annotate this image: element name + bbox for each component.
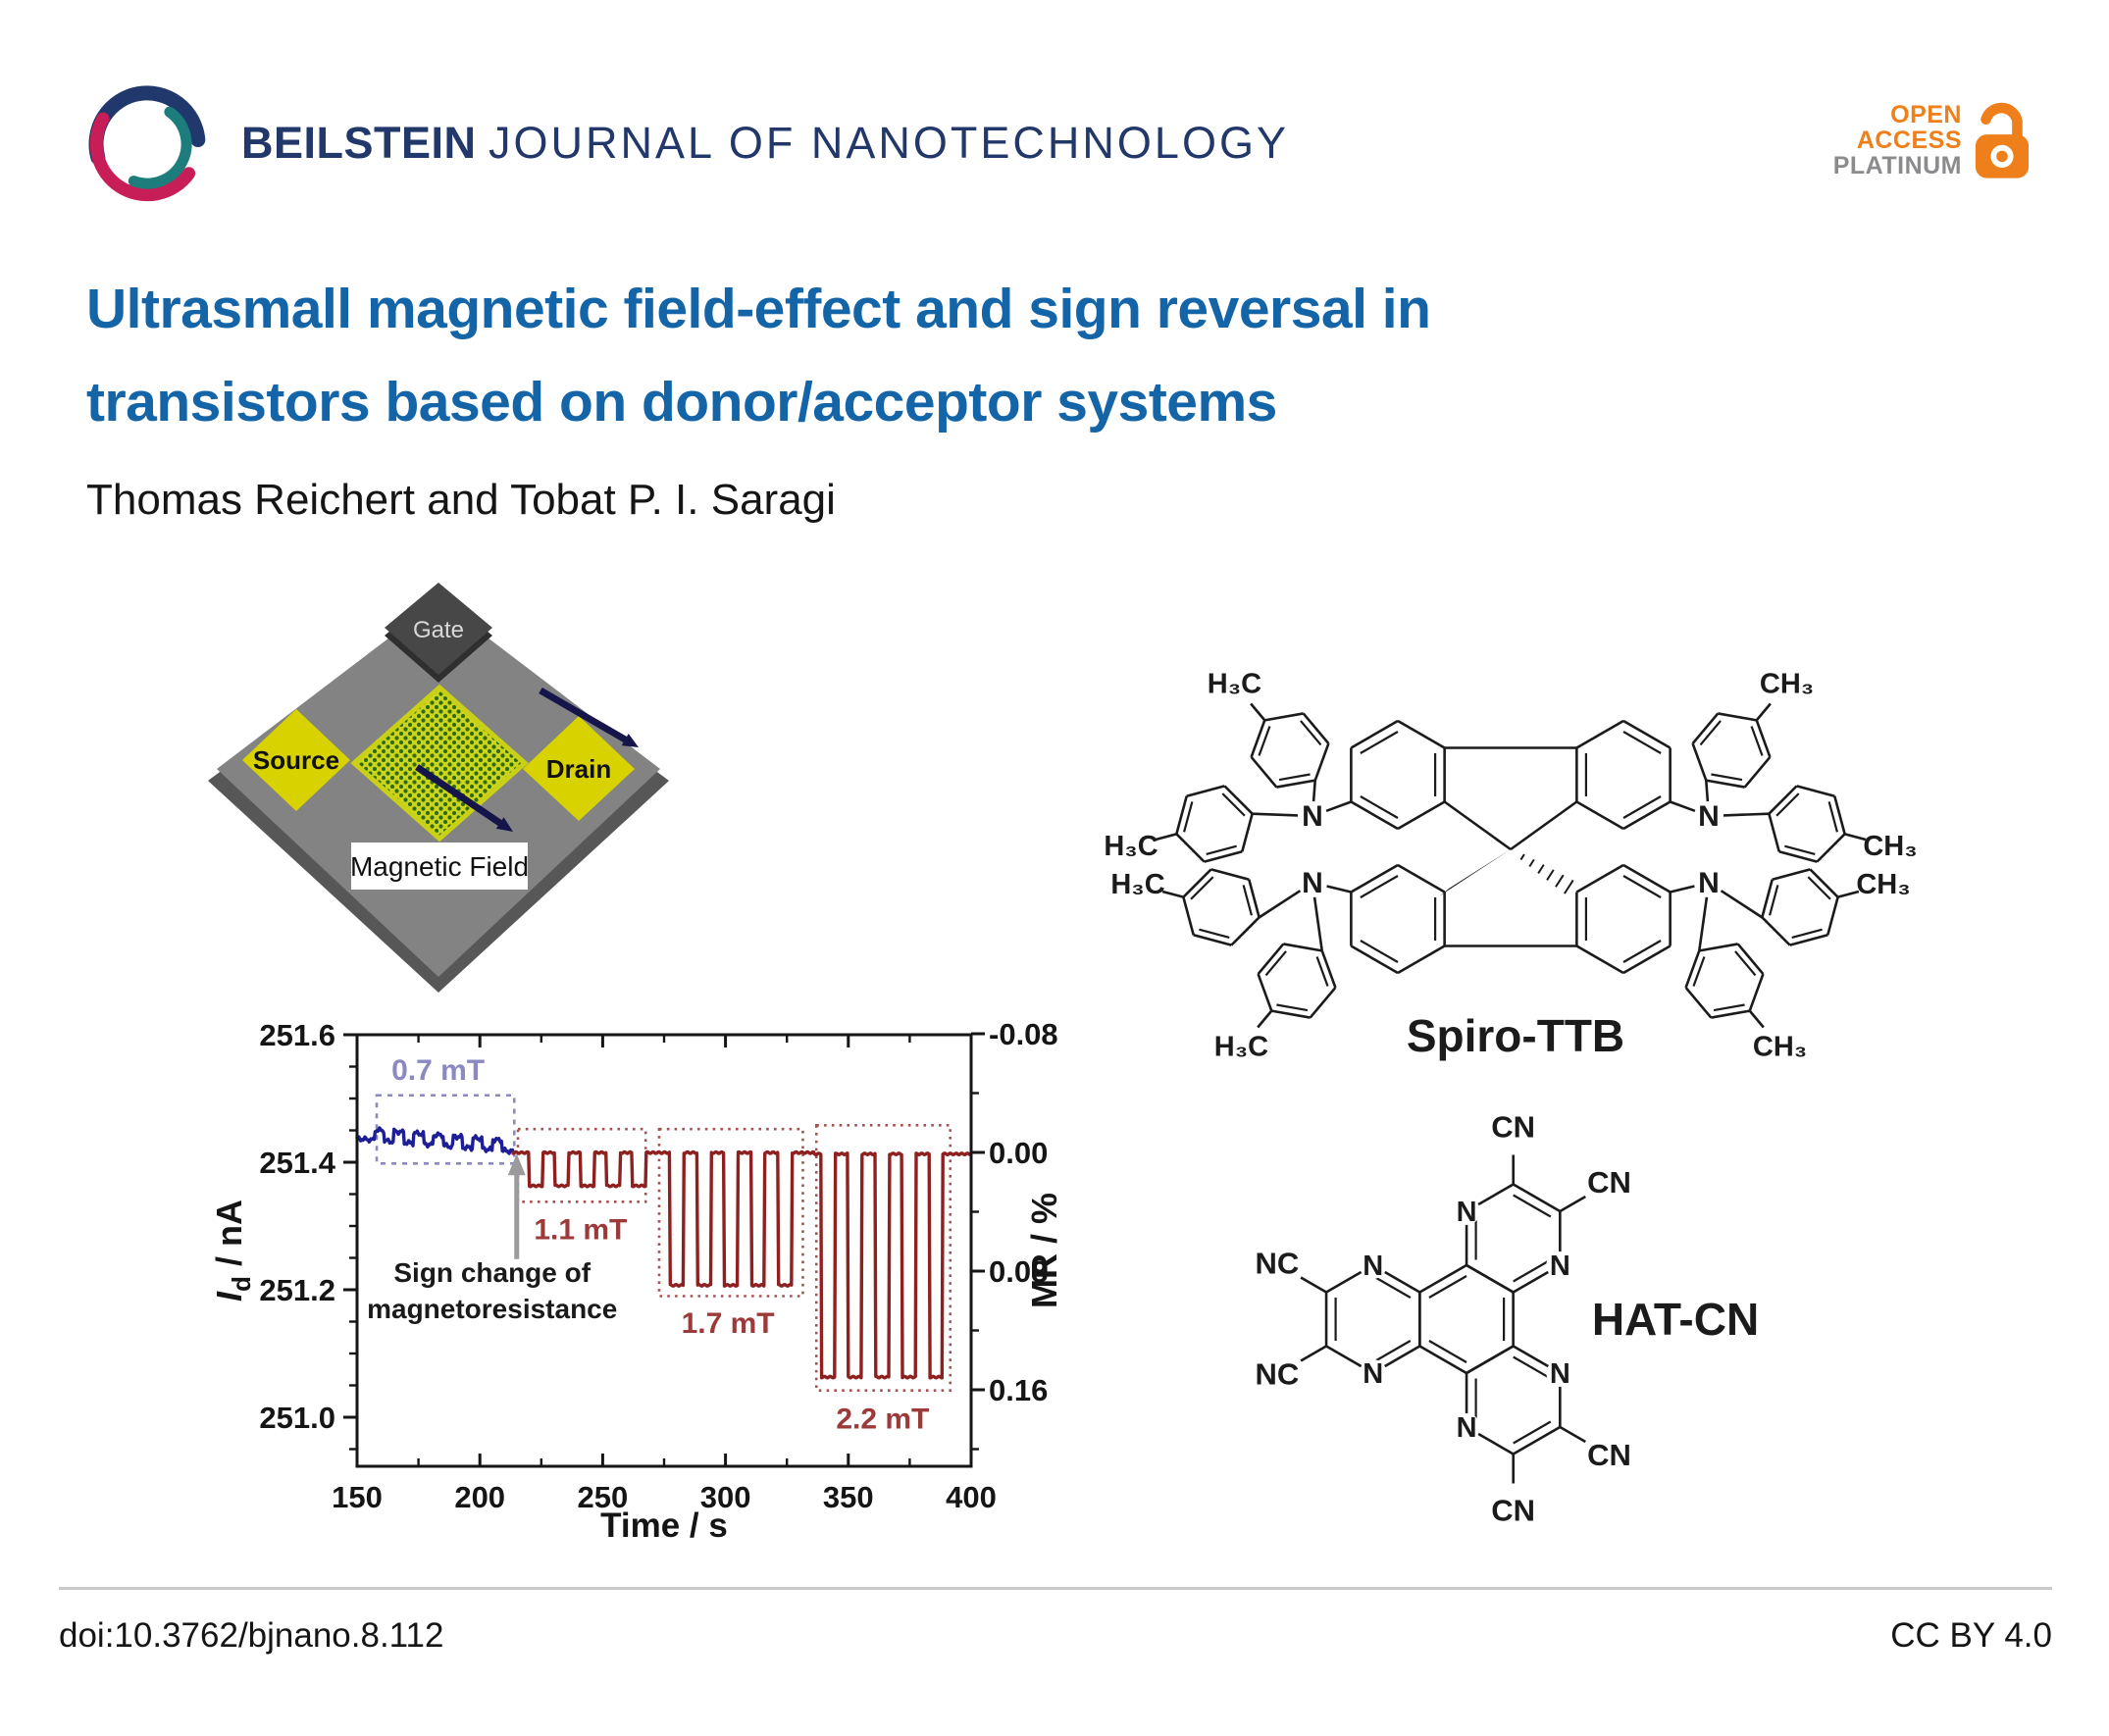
svg-text:N: N bbox=[1363, 1358, 1383, 1390]
svg-text:0.00: 0.00 bbox=[989, 1136, 1048, 1170]
svg-text:CN: CN bbox=[1587, 1165, 1631, 1200]
article-title-line1: Ultrasmall magnetic field-effect and sig… bbox=[86, 278, 1431, 340]
drain-electrode bbox=[523, 716, 635, 821]
svg-text:N: N bbox=[1457, 1197, 1477, 1228]
open-access-badge-text: OPEN ACCESS PLATINUM bbox=[1803, 102, 1962, 180]
article-title: Ultrasmall magnetic field-effect and sig… bbox=[86, 263, 1431, 449]
svg-text:150: 150 bbox=[332, 1480, 383, 1514]
svg-text:0.08: 0.08 bbox=[989, 1254, 1048, 1289]
svg-text:H₃C: H₃C bbox=[1208, 669, 1261, 700]
spiro-ttb-structure: N H₃C H₃C N CH₃ CH₃ N H₃C H₃C N CH₃ CH₃ Spiro-TTB bbox=[1104, 669, 1917, 1063]
journal-name-bold: BEILSTEIN bbox=[241, 118, 477, 168]
drain-label: Drain bbox=[546, 754, 611, 784]
svg-text:N: N bbox=[1550, 1251, 1570, 1282]
svg-text:CN: CN bbox=[1587, 1438, 1631, 1472]
svg-text:N: N bbox=[1698, 800, 1720, 833]
svg-text:400: 400 bbox=[946, 1480, 997, 1514]
journal-name: BEILSTEIN JOURNAL OF NANOTECHNOLOGY bbox=[241, 118, 1289, 169]
field-arrow-top-head bbox=[621, 734, 639, 747]
spiro-structure: N H₃C H₃C N CH₃ CH₃ N H₃C H₃C N CH₃ CH₃ Spiro-TTB bbox=[1104, 669, 1917, 1063]
device-schematic: Gate Source Drain Magnetic Field bbox=[208, 583, 669, 993]
source-electrode bbox=[242, 709, 350, 811]
footer-divider bbox=[59, 1587, 2052, 1590]
svg-text:Time / s: Time / s bbox=[600, 1506, 728, 1545]
svg-text:251.0: 251.0 bbox=[259, 1401, 335, 1435]
svg-text:NC: NC bbox=[1255, 1247, 1299, 1281]
mr-chart: 0.7 mT 1.1 mT 1.7 mT 2.2 mT 150 200 250 300 350 4… bbox=[209, 1017, 1064, 1545]
svg-text:N: N bbox=[1302, 800, 1323, 833]
svg-text:N: N bbox=[1302, 867, 1323, 899]
doi-text: doi:10.3762/bjnano.8.112 bbox=[59, 1616, 444, 1655]
svg-text:CH₃: CH₃ bbox=[1753, 1031, 1807, 1062]
badge-platinum: PLATINUM bbox=[1832, 152, 1962, 179]
svg-text:300: 300 bbox=[700, 1480, 751, 1514]
svg-text:2.2 mT: 2.2 mT bbox=[836, 1403, 929, 1435]
svg-text:200: 200 bbox=[454, 1480, 505, 1514]
svg-text:MR / %: MR / % bbox=[1024, 1193, 1064, 1308]
magnetic-field-box bbox=[351, 842, 528, 890]
svg-text:N: N bbox=[1457, 1412, 1477, 1444]
svg-text:magnetoresistance: magnetoresistance bbox=[367, 1294, 617, 1324]
svg-text:251.6: 251.6 bbox=[259, 1018, 335, 1052]
svg-text:Spiro-TTB: Spiro-TTB bbox=[1407, 1010, 1624, 1061]
source-label: Source bbox=[253, 745, 339, 775]
svg-text:CN: CN bbox=[1491, 1494, 1535, 1528]
badge-access: ACCESS bbox=[1856, 127, 1962, 154]
logo-arc-crimson bbox=[89, 112, 196, 202]
svg-text:-0.08: -0.08 bbox=[989, 1017, 1058, 1051]
svg-text:251.4: 251.4 bbox=[259, 1146, 335, 1180]
license-text: CC BY 4.0 bbox=[1890, 1616, 2052, 1655]
open-lock-icon bbox=[1975, 102, 2030, 179]
svg-text:N: N bbox=[1363, 1251, 1383, 1282]
field-arrow-bottom-head bbox=[495, 817, 513, 832]
svg-text:250: 250 bbox=[578, 1480, 629, 1514]
beilstein-logo-icon bbox=[88, 85, 206, 202]
svg-text:CN: CN bbox=[1491, 1110, 1535, 1145]
svg-text:H₃C: H₃C bbox=[1110, 869, 1164, 900]
badge-open: OPEN bbox=[1890, 101, 1962, 128]
article-title-line2: transistors based on donor/acceptor syst… bbox=[86, 371, 1277, 434]
magnetic-field-label: Magnetic Field bbox=[350, 851, 529, 882]
svg-text:CH₃: CH₃ bbox=[1863, 831, 1917, 862]
svg-text:350: 350 bbox=[823, 1480, 874, 1514]
svg-text:251.2: 251.2 bbox=[259, 1273, 335, 1307]
svg-text:1.1 mT: 1.1 mT bbox=[534, 1213, 627, 1246]
journal-name-rest: JOURNAL OF NANOTECHNOLOGY bbox=[489, 118, 1289, 168]
svg-text:HAT-CN: HAT-CN bbox=[1592, 1294, 1759, 1345]
svg-text:0.16: 0.16 bbox=[989, 1373, 1048, 1407]
svg-text:N: N bbox=[1550, 1358, 1570, 1390]
svg-text:N: N bbox=[1698, 867, 1720, 899]
svg-text:CH₃: CH₃ bbox=[1760, 669, 1814, 700]
svg-text:NC: NC bbox=[1255, 1357, 1299, 1392]
field-arrow-bottom bbox=[415, 764, 503, 827]
article-authors: Thomas Reichert and Tobat P. I. Saragi bbox=[86, 476, 836, 524]
gate-electrode bbox=[385, 583, 492, 675]
field-arrow-top bbox=[539, 687, 629, 744]
svg-text:Id / nA: Id / nA bbox=[209, 1200, 256, 1302]
svg-text:1.7 mT: 1.7 mT bbox=[682, 1307, 775, 1340]
gate-label: Gate bbox=[413, 617, 464, 643]
svg-text:H₃C: H₃C bbox=[1214, 1031, 1268, 1062]
open-access-badge: OPEN ACCESS PLATINUM bbox=[1803, 94, 2032, 180]
svg-text:Sign change of: Sign change of bbox=[393, 1257, 591, 1288]
mr-chart-canvas: 0.7 mT 1.1 mT 1.7 mT 2.2 mT 150 200 250 300 350 4… bbox=[209, 1017, 1064, 1545]
svg-text:0.7 mT: 0.7 mT bbox=[391, 1054, 485, 1087]
logo-arc-teal bbox=[128, 106, 192, 189]
active-layer bbox=[350, 684, 529, 842]
svg-text:CH₃: CH₃ bbox=[1856, 869, 1910, 900]
svg-text:H₃C: H₃C bbox=[1104, 831, 1157, 862]
